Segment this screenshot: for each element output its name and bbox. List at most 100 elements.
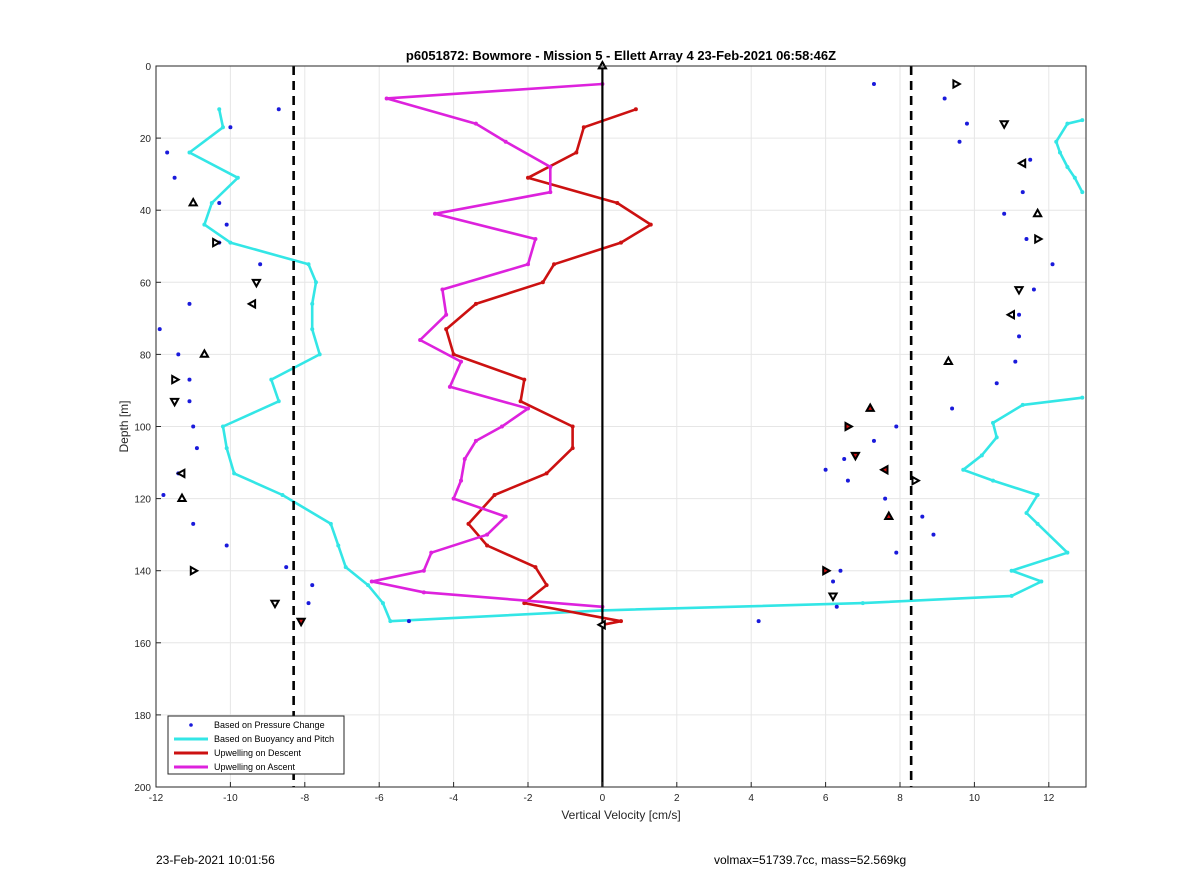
triangle-marker — [1034, 233, 1044, 245]
series-point — [276, 399, 281, 404]
series-point — [451, 352, 456, 357]
triangle-marker — [1013, 286, 1025, 296]
x-tick-label: 2 — [674, 793, 680, 804]
series-point — [421, 590, 426, 595]
pressure-dot — [831, 579, 836, 584]
triangle-marker — [952, 78, 962, 90]
legend-swatch — [189, 723, 193, 727]
series-point — [1035, 521, 1040, 526]
series-point — [220, 125, 225, 130]
pressure-dot — [1020, 190, 1025, 195]
pressure-dot — [187, 377, 192, 382]
series-point — [1080, 118, 1085, 123]
triangle-marker — [1016, 157, 1027, 169]
triangle-marker — [212, 237, 222, 248]
y-tick-label: 80 — [140, 350, 152, 361]
x-tick-label: 0 — [600, 793, 606, 804]
series-point — [544, 471, 549, 476]
x-tick-label: 8 — [897, 793, 903, 804]
series-point — [317, 352, 322, 357]
legend-label: Upwelling on Descent — [214, 748, 302, 758]
y-tick-label: 120 — [134, 495, 151, 506]
series-line — [188, 109, 1083, 623]
series-point — [366, 583, 371, 588]
pressure-dot — [842, 456, 847, 461]
pressure-dot — [1024, 237, 1029, 242]
series-point — [492, 492, 497, 497]
x-tick-label: -4 — [449, 793, 458, 804]
series-point — [444, 312, 449, 317]
pressure-dot — [217, 200, 222, 205]
pressure-dot — [871, 438, 876, 443]
pressure-dot — [172, 175, 177, 180]
triangle-marker — [251, 278, 262, 289]
series-point — [444, 327, 449, 332]
triangle-marker — [827, 592, 839, 602]
series-point — [548, 164, 553, 169]
y-tick-label: 180 — [134, 711, 151, 722]
series-point — [633, 107, 638, 112]
triangle-marker — [169, 397, 180, 408]
triangle-marker — [911, 475, 921, 486]
series-point — [380, 601, 385, 606]
series-point — [485, 532, 490, 537]
series-point — [1054, 139, 1059, 144]
series-line — [1054, 118, 1084, 193]
series-point — [522, 601, 527, 606]
series-point — [187, 150, 192, 155]
series-point — [619, 619, 623, 624]
series-point — [202, 222, 207, 227]
series-point — [1080, 190, 1085, 195]
pressure-dot — [187, 301, 192, 306]
pressure-dot — [224, 543, 229, 548]
series-point — [526, 262, 530, 267]
series-point — [429, 550, 434, 555]
series-point — [574, 150, 579, 155]
x-tick-label: 6 — [823, 793, 829, 804]
pressure-dot — [406, 619, 411, 624]
reference-lines — [292, 66, 913, 787]
filled-triangle-marker — [822, 565, 832, 577]
triangle-marker — [597, 59, 608, 70]
series-point — [1039, 579, 1044, 584]
series-point — [217, 107, 222, 112]
series-point — [433, 211, 437, 216]
series-point — [459, 359, 464, 364]
pressure-dot — [194, 446, 199, 451]
series-point — [421, 568, 426, 573]
series-point — [1024, 511, 1029, 516]
pressure-dot — [276, 107, 281, 112]
marker-layer — [157, 59, 1055, 631]
series-point — [388, 619, 393, 624]
triangle-marker — [176, 492, 188, 502]
triangle-marker — [175, 468, 186, 479]
series-point — [280, 492, 285, 497]
series-point — [526, 175, 530, 180]
x-tick-label: -8 — [300, 793, 309, 804]
pressure-dot — [823, 467, 828, 472]
series-point — [1009, 593, 1014, 598]
series-point — [979, 453, 984, 458]
series-point — [570, 446, 575, 451]
pressure-dot — [957, 139, 962, 144]
series-point — [991, 478, 995, 483]
triangle-marker — [189, 565, 200, 577]
x-tick-label: 12 — [1043, 793, 1055, 804]
legend-label: Based on Buoyancy and Pitch — [214, 734, 334, 744]
pressure-dot — [1013, 359, 1018, 364]
series-point — [473, 121, 478, 126]
series-point — [209, 200, 214, 205]
series-point — [961, 467, 966, 472]
triangle-marker — [246, 298, 257, 310]
pressure-dot — [187, 399, 192, 404]
series-point — [503, 139, 508, 144]
legend-box — [167, 715, 345, 775]
pressure-dot — [306, 601, 311, 606]
pressure-dot — [845, 478, 850, 483]
y-tick-label: 20 — [140, 134, 152, 145]
series-point — [1065, 121, 1070, 126]
pressure-dot — [191, 521, 196, 526]
x-tick-label: -10 — [223, 793, 238, 804]
series-point — [552, 262, 557, 267]
series-point — [1020, 402, 1025, 407]
